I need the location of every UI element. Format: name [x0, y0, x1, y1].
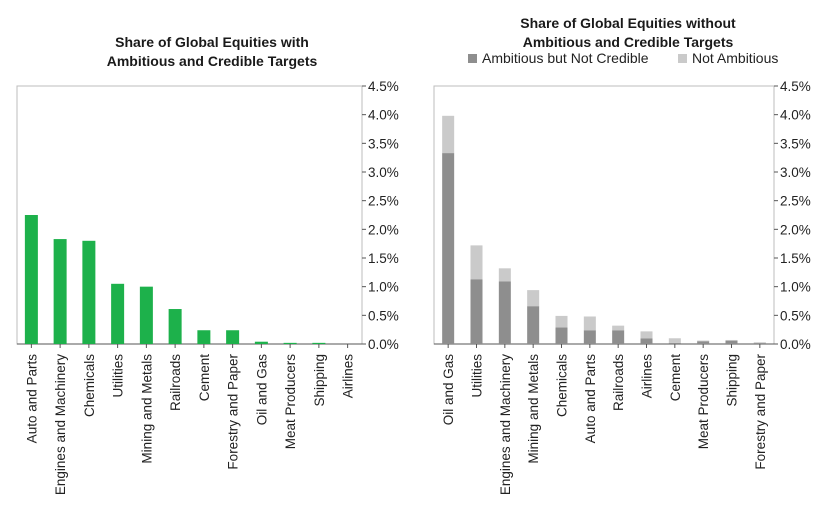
bar-1-4 [111, 283, 125, 344]
y-tick-label: 0.5% [368, 308, 399, 323]
category-label: Chemicals [555, 354, 570, 417]
category-label: Shipping [312, 354, 327, 407]
y-tick-label: 1.5% [780, 251, 811, 266]
category-label: Forestry and Paper [226, 354, 241, 470]
bar-1-10 [697, 341, 710, 344]
chart-title-line-1: Share of Global Equities with [115, 34, 309, 50]
category-label: Railroads [611, 354, 626, 411]
category-label: Chemicals [82, 354, 97, 417]
bar-2-12 [753, 342, 766, 344]
bar-2-1 [442, 115, 455, 154]
legend-label-2: Not Ambitious [692, 50, 778, 66]
category-label: Mining and Metals [526, 354, 541, 464]
category-label: Meat Producers [283, 354, 298, 450]
category-label: Utilities [470, 354, 485, 398]
bar-1-5 [139, 286, 153, 344]
bar-2-10 [697, 340, 710, 342]
bar-1-10 [283, 342, 297, 344]
bar-2-5 [555, 315, 568, 328]
y-tick-label: 2.5% [368, 194, 399, 209]
bar-2-3 [498, 268, 511, 282]
category-label: Railroads [168, 354, 183, 411]
category-label: Engines and Machinery [53, 354, 68, 495]
category-label: Mining and Metals [139, 354, 154, 464]
chart-title-line-2: Ambitious and Credible Targets [523, 34, 734, 50]
category-label: Shipping [725, 354, 740, 407]
category-label: Auto and Parts [583, 354, 598, 444]
bar-1-7 [197, 330, 211, 344]
plot-frame [16, 85, 363, 345]
y-tick-label: 0.5% [780, 308, 811, 323]
legend-swatch-1 [468, 54, 477, 63]
category-label: Engines and Machinery [498, 354, 513, 495]
category-label: Auto and Parts [24, 354, 39, 444]
category-label: Utilities [111, 354, 126, 398]
y-tick-label: 1.5% [368, 251, 399, 266]
y-tick-label: 4.0% [780, 108, 811, 123]
y-tick-label: 4.5% [368, 79, 399, 94]
bar-1-12 [753, 342, 766, 344]
y-tick-label: 2.0% [780, 222, 811, 237]
right-chart-panel: Share of Global Equities without Ambitiou… [433, 15, 811, 495]
y-tick-label: 3.5% [368, 136, 399, 151]
bar-1-6 [583, 330, 596, 344]
bar-1-8 [226, 330, 240, 344]
bar-1-8 [640, 338, 653, 344]
bar-1-2 [470, 279, 483, 344]
legend-swatch-2 [678, 54, 687, 63]
y-tick-label: 1.0% [368, 280, 399, 295]
category-label: Airlines [341, 354, 356, 399]
chart-title-line-1: Share of Global Equities without [520, 15, 736, 31]
bar-1-6 [168, 309, 182, 344]
category-label: Meat Producers [696, 354, 711, 450]
bar-2-9 [668, 338, 681, 343]
bar-1-3 [498, 281, 511, 344]
bar-1-1 [24, 215, 38, 344]
category-label: Cement [668, 354, 683, 402]
bar-2-2 [470, 245, 483, 280]
y-tick-label: 3.0% [780, 165, 811, 180]
bar-1-7 [612, 330, 625, 344]
bar-1-4 [527, 306, 540, 344]
left-chart-panel: Share of Global Equities with Ambitious a… [16, 34, 399, 495]
category-label: Oil and Gas [441, 354, 456, 426]
bar-1-5 [555, 327, 568, 344]
y-tick-label: 3.0% [368, 165, 399, 180]
category-label: Cement [197, 354, 212, 402]
bar-1-11 [725, 340, 738, 344]
bar-2-7 [612, 325, 625, 331]
bar-2-8 [640, 331, 653, 339]
bar-1-2 [53, 239, 67, 344]
y-tick-label: 2.5% [780, 194, 811, 209]
category-label: Airlines [640, 354, 655, 399]
y-tick-label: 2.0% [368, 222, 399, 237]
plot-frame [433, 85, 775, 345]
y-tick-label: 4.0% [368, 108, 399, 123]
bar-2-4 [527, 290, 540, 307]
y-tick-label: 3.5% [780, 136, 811, 151]
bar-1-11 [312, 342, 326, 344]
bar-1-1 [442, 153, 455, 344]
y-tick-label: 0.0% [368, 337, 399, 352]
bar-2-6 [583, 316, 596, 331]
bar-1-9 [254, 341, 268, 344]
bar-1-9 [668, 342, 681, 344]
category-label: Forestry and Paper [753, 354, 768, 470]
y-tick-label: 0.0% [780, 337, 811, 352]
y-tick-label: 4.5% [780, 79, 811, 94]
category-label: Oil and Gas [254, 354, 269, 426]
chart-title-line-2: Ambitious and Credible Targets [107, 53, 318, 69]
bar-2-11 [725, 339, 738, 341]
y-tick-label: 1.0% [780, 280, 811, 295]
bar-1-3 [82, 240, 96, 344]
legend-label-1: Ambitious but Not Credible [482, 50, 649, 66]
